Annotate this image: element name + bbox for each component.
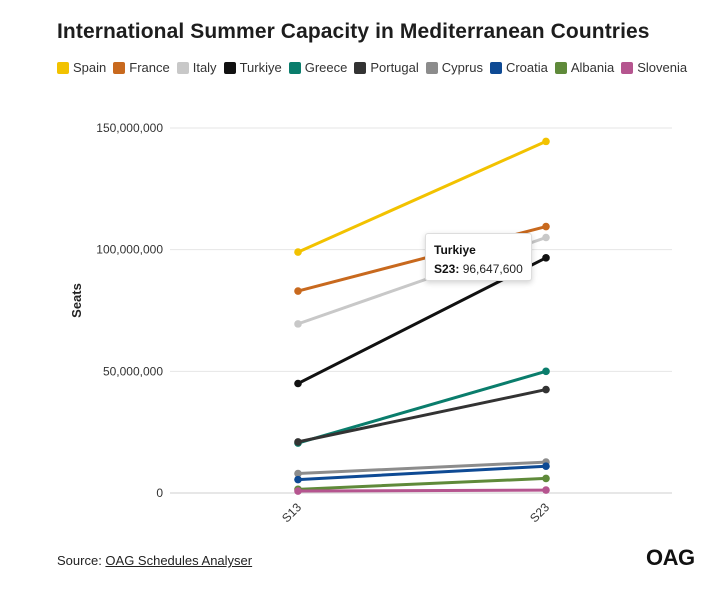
source-note: Source: OAG Schedules Analyser [57, 553, 252, 568]
source-link[interactable]: OAG Schedules Analyser [105, 553, 253, 568]
data-point-slovenia [294, 487, 302, 495]
y-tick-label: 0 [156, 486, 163, 500]
legend-label: Spain [73, 60, 107, 75]
legend-item-slovenia[interactable]: Slovenia [621, 60, 687, 75]
tooltip-series-name: Turkiye [434, 243, 476, 257]
legend-item-croatia[interactable]: Croatia [489, 60, 548, 75]
series-line-portugal [296, 388, 548, 444]
chart-title: International Summer Capacity in Mediter… [57, 20, 650, 43]
source-prefix: Source: [57, 553, 106, 568]
legend-swatch [113, 61, 126, 74]
series-line-albania [296, 476, 548, 491]
legend-item-spain[interactable]: Spain [57, 60, 106, 75]
series-line-greece [296, 369, 548, 445]
legend-swatch [176, 61, 189, 74]
series-line-cyprus [296, 460, 548, 476]
legend-item-portugal[interactable]: Portugal [354, 60, 419, 75]
data-point-turkiye [294, 379, 302, 388]
legend-label: Italy [192, 60, 217, 75]
series-line-croatia [296, 464, 548, 482]
legend-swatch [425, 61, 438, 74]
data-point-france [542, 222, 550, 231]
legend-label: Albania [570, 60, 615, 75]
data-point-italy [542, 233, 550, 242]
legend-label: Cyprus [441, 60, 483, 75]
data-point-spain [294, 248, 302, 256]
chart-legend: Spain France Italy Turkiye Greece Portugal Cyp… [57, 60, 694, 75]
data-point-portugal [294, 438, 302, 446]
data-point-croatia [294, 475, 302, 484]
legend-label: Croatia [505, 60, 548, 75]
legend-label: Portugal [370, 60, 419, 75]
legend-swatch [621, 61, 634, 74]
legend-label: Slovenia [637, 60, 688, 75]
y-axis-title: Seats [69, 283, 84, 318]
legend-swatch [223, 61, 236, 74]
legend-label: France [129, 60, 170, 75]
data-point-croatia [542, 462, 550, 471]
legend-item-albania[interactable]: Albania [554, 60, 615, 75]
legend-item-turkiye[interactable]: Turkiye [223, 60, 282, 75]
y-tick-label: 150,000,000 [96, 121, 163, 135]
data-point-albania [542, 474, 550, 483]
data-tooltip: Turkiye S23: 96,647,600 [425, 233, 532, 281]
data-point-slovenia [542, 486, 550, 494]
legend-item-italy[interactable]: Italy [176, 60, 217, 75]
legend-item-france[interactable]: France [113, 60, 170, 75]
tooltip-period-label: S23: [434, 262, 460, 276]
legend-swatch [354, 61, 367, 74]
tooltip-value: 96,647,600 [462, 262, 523, 276]
y-tick-label: 50,000,000 [103, 364, 163, 378]
oag-logo: OAG [646, 545, 695, 570]
y-tick-label: 100,000,000 [96, 243, 163, 257]
data-point-turkiye [542, 254, 550, 262]
x-tick-label: S13 [279, 500, 304, 525]
legend-item-greece[interactable]: Greece [288, 60, 348, 75]
legend-label: Turkiye [239, 60, 282, 75]
data-point-greece [542, 367, 550, 376]
data-point-cyprus [294, 469, 302, 478]
series-line-spain [296, 139, 548, 254]
x-tick-label: S23 [527, 500, 552, 525]
legend-swatch [288, 61, 301, 74]
data-point-france [294, 287, 302, 295]
legend-swatch [57, 61, 69, 74]
series-line-slovenia [296, 488, 548, 493]
legend-swatch [489, 61, 502, 74]
data-point-portugal [542, 385, 550, 394]
legend-item-cyprus[interactable]: Cyprus [425, 60, 483, 75]
data-point-spain [542, 137, 550, 146]
legend-label: Greece [304, 60, 348, 75]
data-point-italy [294, 320, 302, 328]
legend-swatch [554, 61, 567, 74]
